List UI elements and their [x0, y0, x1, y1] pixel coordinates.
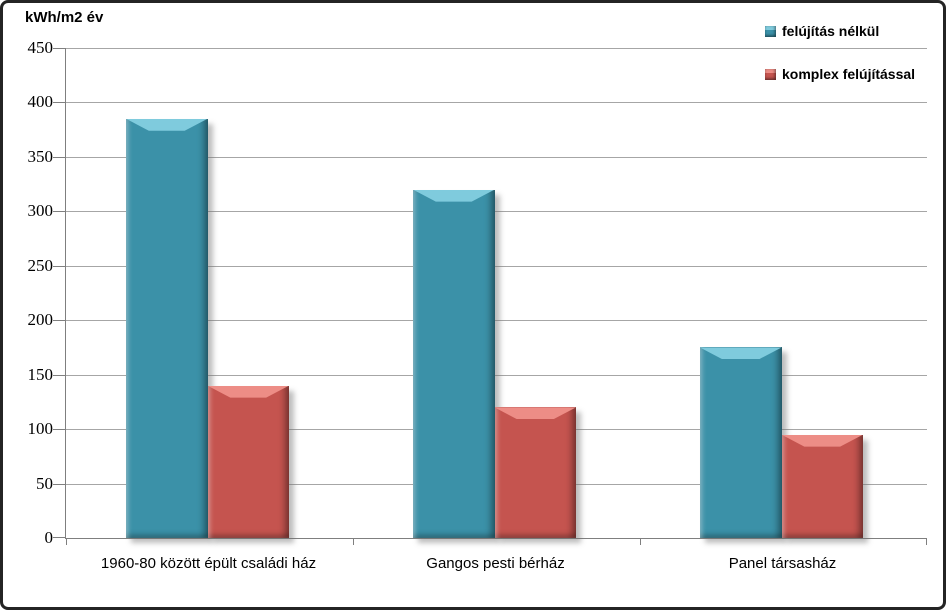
- y-axis-tick: [53, 48, 66, 49]
- bar-series2-cat1: [207, 385, 289, 538]
- gridline: [66, 265, 927, 267]
- gridline: [66, 102, 927, 104]
- y-tick-label: 50: [36, 473, 53, 493]
- legend-item-2: komplex felújítással: [765, 64, 915, 84]
- y-axis-tick: [53, 211, 66, 213]
- bar-top-bevel: [207, 385, 289, 398]
- y-tick-label: 450: [27, 38, 54, 57]
- gridline: [66, 374, 927, 376]
- chart-legend: felújítás nélkül komplex felújítással: [765, 21, 915, 107]
- x-axis-tick: [66, 538, 67, 545]
- bar-series1-cat1: [126, 118, 208, 538]
- y-axis-tick: [53, 320, 66, 322]
- y-axis-tick: [53, 429, 66, 431]
- plot-area: [53, 48, 927, 545]
- x-axis-tick: [353, 538, 354, 545]
- y-axis-tick: [53, 102, 66, 104]
- x-category-label: 1960-80 között épült családi ház: [100, 555, 317, 572]
- y-axis-tick: [53, 537, 66, 538]
- y-axis-tick: [53, 265, 66, 267]
- y-tick-label: 100: [27, 419, 54, 439]
- legend-swatch-icon: [765, 25, 776, 37]
- bar-series1-cat2: [413, 189, 495, 538]
- y-tick-label: 350: [27, 146, 54, 166]
- bar-top-bevel: [494, 407, 576, 420]
- y-tick-label: 200: [27, 310, 54, 330]
- gridline: [66, 320, 927, 322]
- y-tick-label: 250: [27, 255, 54, 275]
- gridline: [66, 211, 927, 213]
- gridline: [66, 48, 927, 49]
- x-axis-tick: [640, 538, 641, 545]
- y-tick-label: 400: [27, 92, 54, 112]
- y-tick-label: 300: [27, 201, 54, 221]
- x-category-label: Gangos pesti bérház: [426, 555, 565, 572]
- x-axis-tick: [926, 538, 927, 545]
- legend-label: komplex felújítással: [782, 66, 916, 82]
- gridline: [66, 156, 927, 158]
- x-category-label: Panel társasház: [728, 555, 837, 572]
- legend-label: felújítás nélkül: [782, 23, 880, 39]
- bar-series2-cat2: [494, 407, 576, 538]
- y-axis-tick: [53, 483, 66, 485]
- bar-top-bevel: [126, 118, 208, 131]
- bar-top-bevel: [781, 434, 863, 447]
- y-tick-label: 0: [44, 528, 54, 547]
- y-axis-tick: [53, 374, 66, 376]
- y-tick-label: 150: [27, 364, 54, 384]
- legend-item-1: felújítás nélkül: [765, 21, 915, 41]
- bar-series1-cat3: [700, 347, 782, 538]
- y-axis-tick: [53, 156, 66, 158]
- bar-top-bevel: [413, 189, 495, 202]
- chart-title: kWh/m2 év: [25, 9, 104, 26]
- bar-top-bevel: [700, 347, 782, 360]
- legend-swatch-icon: [765, 68, 776, 80]
- bar-series2-cat3: [781, 434, 863, 538]
